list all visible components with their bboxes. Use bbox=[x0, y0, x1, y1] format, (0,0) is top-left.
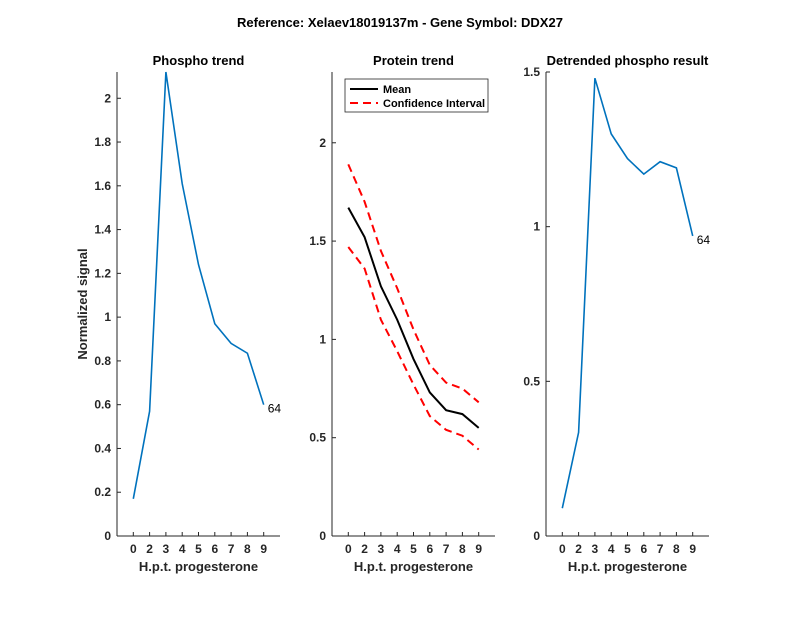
x-tick-label: 9 bbox=[689, 542, 696, 556]
x-tick-label: 3 bbox=[592, 542, 599, 556]
x-tick-label: 3 bbox=[163, 542, 170, 556]
x-tick-label: 2 bbox=[146, 542, 153, 556]
y-tick-label: 0.5 bbox=[523, 374, 540, 388]
y-tick-label: 1.4 bbox=[94, 223, 111, 237]
y-tick-label: 1.5 bbox=[309, 234, 326, 248]
legend-box bbox=[344, 78, 489, 113]
x-tick-label: 4 bbox=[608, 542, 615, 556]
x-axis-label: H.p.t. progesterone bbox=[354, 559, 473, 574]
x-tick-label: 5 bbox=[624, 542, 631, 556]
series-line-confidence-interval-upper bbox=[347, 164, 480, 404]
x-tick-label: 7 bbox=[657, 542, 664, 556]
y-tick-label: 0.4 bbox=[94, 441, 111, 455]
x-tick-label: 4 bbox=[179, 542, 186, 556]
x-tick-label: 7 bbox=[443, 542, 450, 556]
y-tick-label: 1 bbox=[104, 310, 111, 324]
subplot-title: Detrended phospho result bbox=[547, 53, 709, 68]
x-tick-label: 0 bbox=[130, 542, 137, 556]
x-tick-label: 3 bbox=[378, 542, 385, 556]
series-line-confidence-interval-lower bbox=[347, 246, 480, 451]
y-tick-label: 1 bbox=[533, 220, 540, 234]
x-tick-label: 6 bbox=[426, 542, 433, 556]
y-tick-label: 2 bbox=[104, 91, 111, 105]
x-tick-label: 8 bbox=[673, 542, 680, 556]
x-tick-label: 8 bbox=[459, 542, 466, 556]
x-tick-label: 7 bbox=[228, 542, 235, 556]
series-annotation: 64 bbox=[697, 233, 711, 247]
legend-label-confidence-interval: Confidence Interval bbox=[383, 98, 485, 110]
y-tick-label: 2 bbox=[319, 136, 326, 150]
x-tick-label: 0 bbox=[559, 542, 566, 556]
y-tick-label: 1.8 bbox=[94, 135, 111, 149]
y-tick-label: 1.2 bbox=[94, 266, 111, 280]
series-annotation: 64 bbox=[268, 402, 282, 416]
series-line-mean bbox=[347, 207, 480, 429]
y-tick-label: 1.5 bbox=[523, 65, 540, 79]
x-axis-label: H.p.t. progesterone bbox=[568, 559, 687, 574]
x-tick-label: 2 bbox=[361, 542, 368, 556]
x-tick-label: 6 bbox=[640, 542, 647, 556]
y-tick-label: 0 bbox=[533, 529, 540, 543]
y-axis-label: Normalized signal bbox=[75, 248, 90, 359]
x-tick-label: 5 bbox=[195, 542, 202, 556]
x-axis-label: H.p.t. progesterone bbox=[139, 559, 258, 574]
x-tick-label: 4 bbox=[394, 542, 401, 556]
x-tick-label: 0 bbox=[345, 542, 352, 556]
y-tick-label: 1 bbox=[319, 332, 326, 346]
x-tick-label: 8 bbox=[244, 542, 251, 556]
x-tick-label: 5 bbox=[410, 542, 417, 556]
y-tick-label: 0.8 bbox=[94, 354, 111, 368]
subplot-title: Protein trend bbox=[373, 53, 454, 68]
series-line-phospho bbox=[132, 71, 265, 499]
y-tick-label: 0.5 bbox=[309, 431, 326, 445]
legend-label-mean: Mean bbox=[383, 84, 411, 96]
subplot-title: Phospho trend bbox=[153, 53, 245, 68]
y-tick-label: 0.6 bbox=[94, 398, 111, 412]
y-tick-label: 0.2 bbox=[94, 485, 111, 499]
x-tick-label: 2 bbox=[575, 542, 582, 556]
figure-title: Reference: Xelaev18019137m - Gene Symbol… bbox=[237, 15, 563, 30]
legend: Mean Confidence Interval bbox=[344, 78, 489, 113]
x-tick-label: 6 bbox=[211, 542, 218, 556]
y-tick-label: 0 bbox=[104, 529, 111, 543]
x-tick-label: 9 bbox=[260, 542, 267, 556]
y-tick-label: 1.6 bbox=[94, 179, 111, 193]
series-line-detrended bbox=[561, 77, 694, 509]
x-tick-label: 9 bbox=[475, 542, 482, 556]
subplot-1: 00.20.40.60.811.21.41.61.820 2 3 4 5 6 7 8 9Phos… bbox=[75, 53, 281, 574]
y-tick-label: 0 bbox=[319, 529, 326, 543]
